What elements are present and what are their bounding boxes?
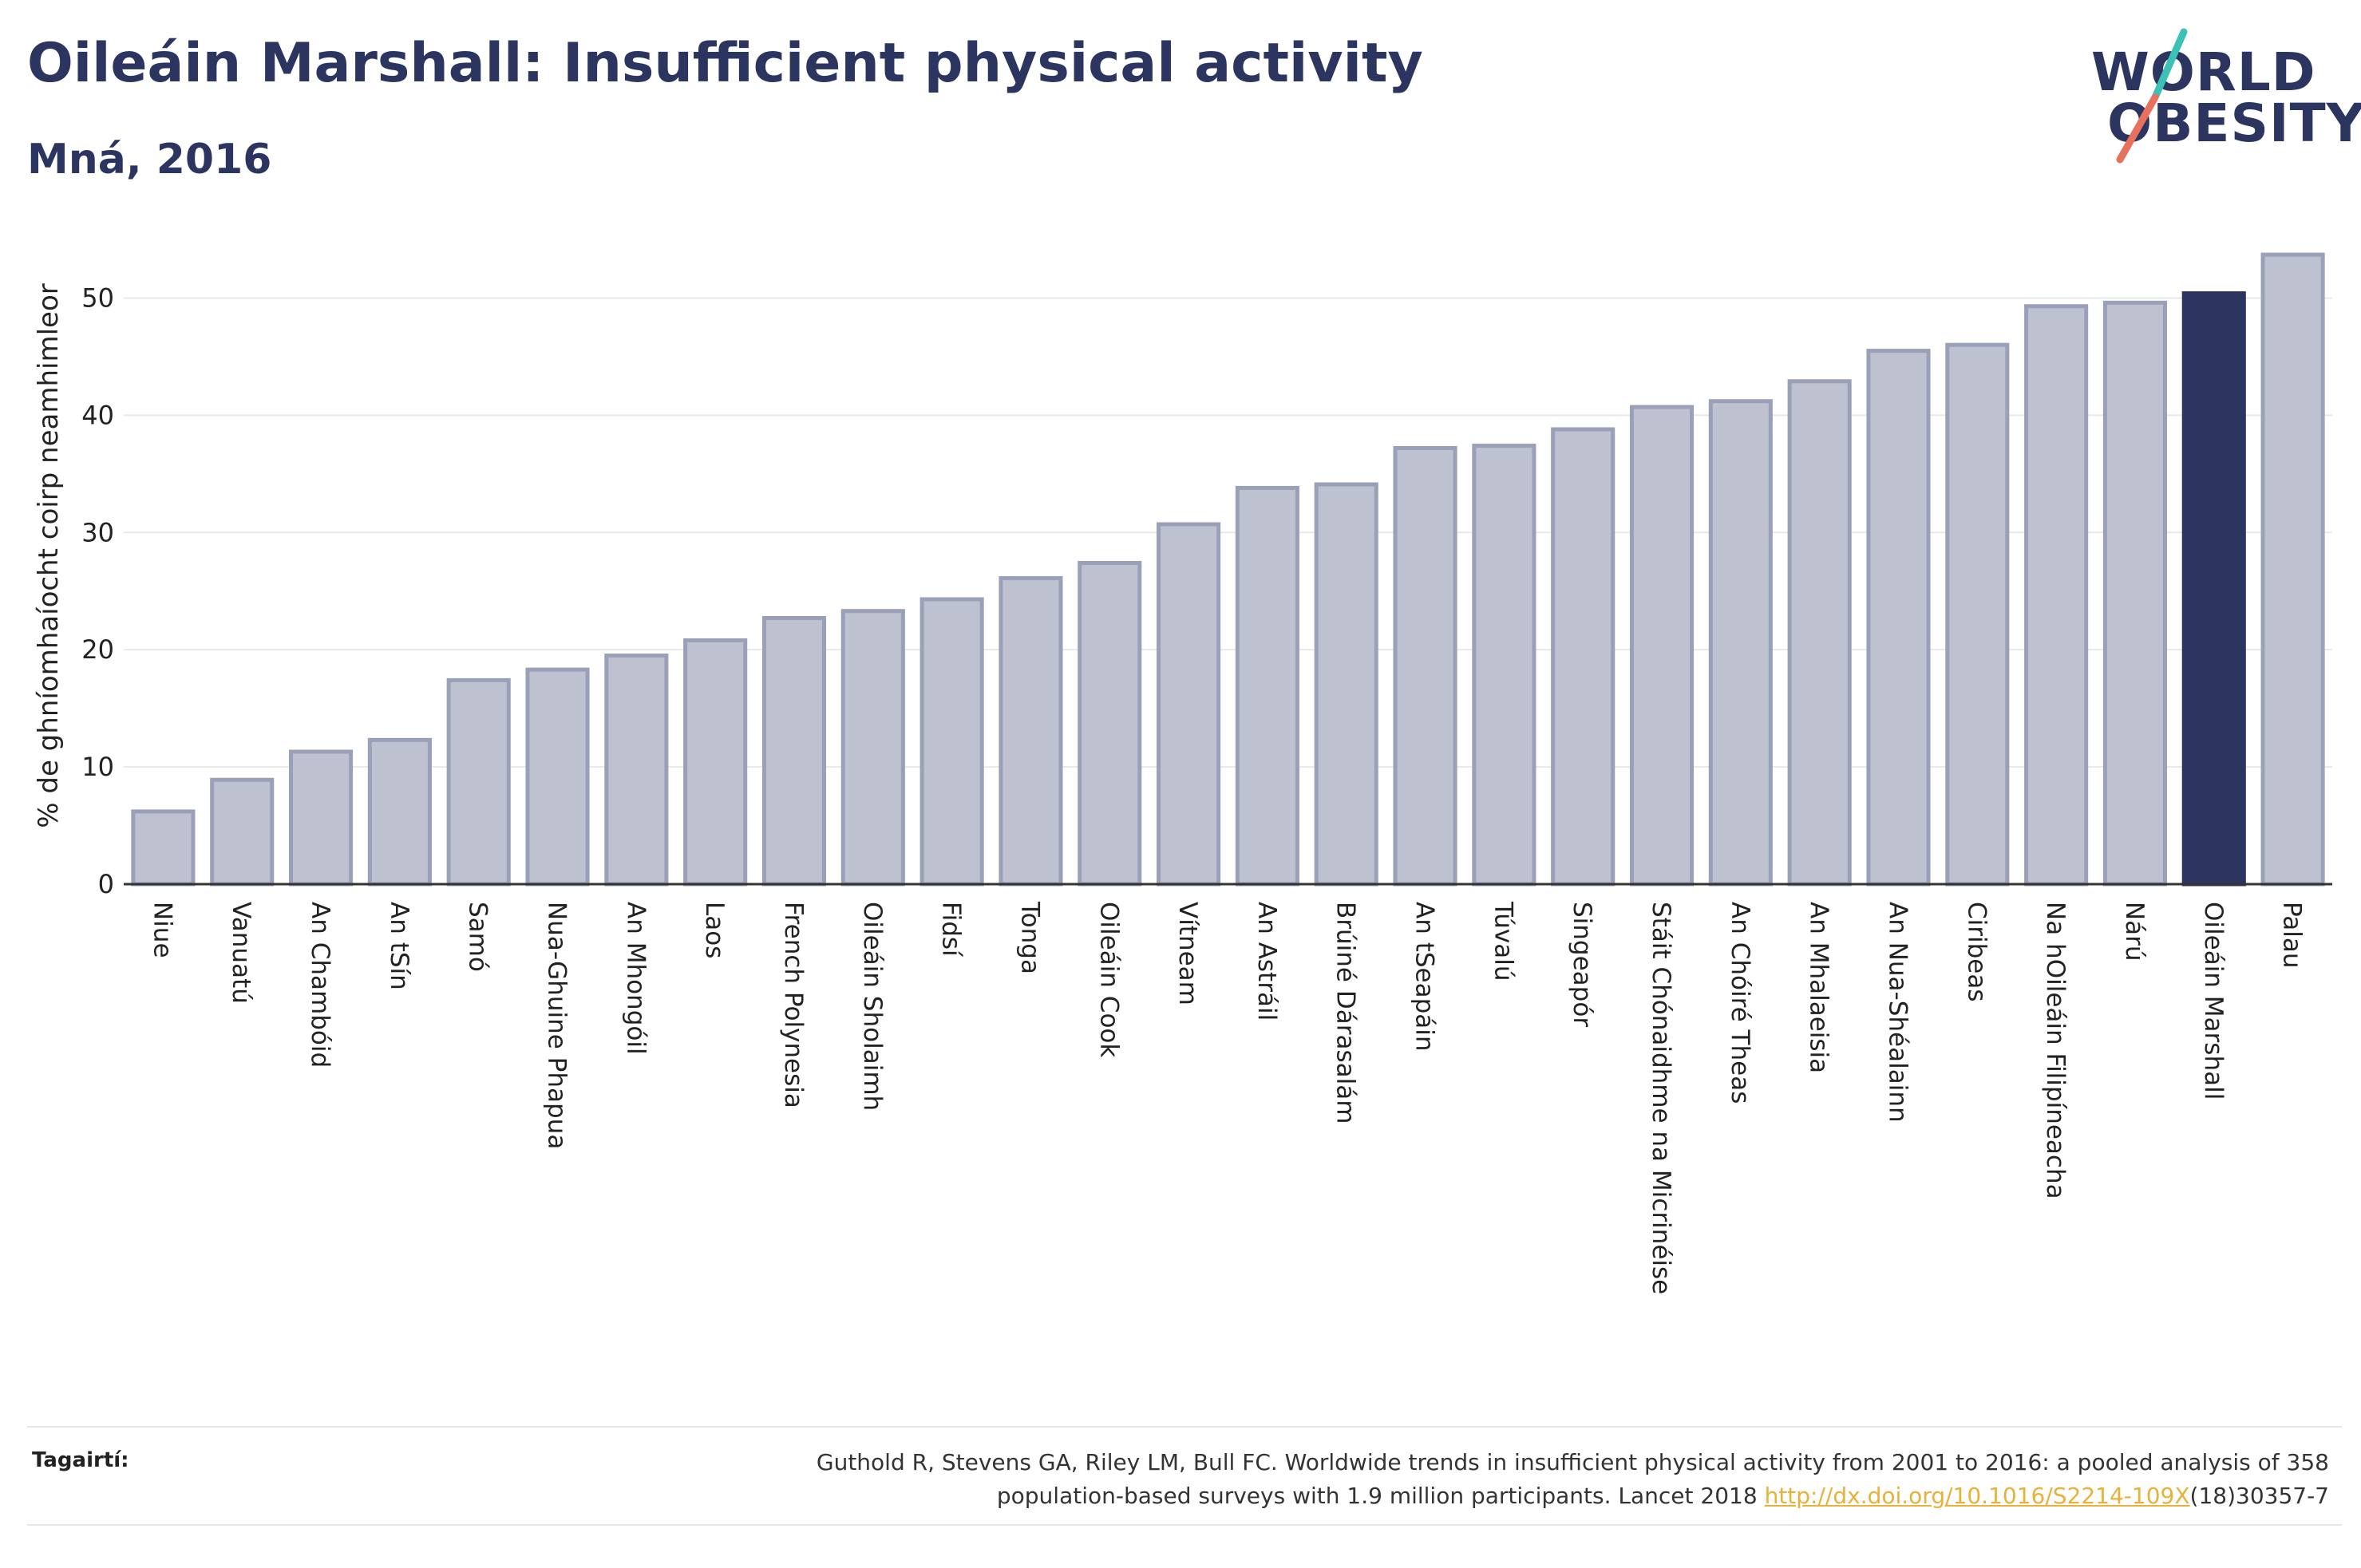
x-tick-label: Palau (2278, 902, 2307, 969)
x-tick-label: Laos (700, 902, 729, 958)
bar-an-tsín (367, 737, 432, 887)
x-tick-label: French Polynesia (779, 902, 808, 1108)
bar-túvalú (1472, 444, 1536, 887)
x-tick-label: Ciribeas (1962, 902, 1991, 1002)
x-tick-label: Vítneam (1173, 902, 1202, 1005)
reference-doi-link[interactable]: http://dx.doi.org/10.1016/S2214-109X (1764, 1483, 2190, 1509)
x-tick-label: Singeapór (1568, 902, 1596, 1027)
logo-slash-icon (2116, 28, 2188, 164)
x-tick-label: Oileáin Cook (1094, 902, 1123, 1057)
bar-ciribeas (1945, 342, 2010, 887)
bar-french-polynesia (761, 616, 827, 887)
world-obesity-logo: WORLD OBESITY (2075, 24, 2361, 168)
bar-na-hoileáin-filipíneacha (2024, 304, 2089, 887)
reference-line-2-suffix: (18)30357-7 (2189, 1483, 2329, 1509)
bar-an-mhalaeisia (1787, 379, 1852, 887)
bar-nárú (2102, 300, 2167, 887)
bar-an-chóiré-theas (1708, 399, 1773, 887)
x-tick-label: Brúiné Dárasalám (1331, 902, 1360, 1124)
y-tick-label: 20 (81, 634, 114, 665)
y-tick-label: 40 (81, 400, 114, 430)
x-tick-label: Samó (464, 902, 492, 972)
chart-title: Oileáin Marshall: Insufficient physical … (27, 32, 1423, 95)
bar-niue (131, 809, 196, 887)
bar-vanuatú (210, 777, 275, 887)
x-tick-label: An Mhalaeisia (1805, 902, 1833, 1073)
x-tick-label: Túvalú (1489, 901, 1517, 981)
y-axis-label: % de ghníomhaíocht coirp neamhimleor (33, 283, 65, 827)
x-tick-label: An tSeapáin (1410, 902, 1439, 1052)
footer-divider-top (27, 1426, 2342, 1428)
bars (131, 252, 2325, 887)
bar-an-nua-shéalainn (1866, 349, 1931, 887)
x-tick-label: Oileáin Sholaimh (858, 902, 887, 1111)
bar-an-chambóid (289, 749, 354, 887)
x-tick-label: An Mhongóil (621, 902, 650, 1055)
x-tick-label: Nua-Ghuine Phapua (543, 902, 571, 1149)
chart-subtitle: Mná, 2016 (27, 136, 272, 184)
references-label: Tagairtí: (32, 1448, 129, 1472)
footer-divider-bottom (27, 1524, 2342, 1526)
axes: 0 10 20 30 40 50 Niue Vanuatú An Chambóid An tSín… (81, 282, 2332, 1294)
reference-line-2: population-based surveys with 1.9 millio… (996, 1483, 1765, 1509)
bar-laos (683, 638, 748, 887)
bar-tonga (999, 576, 1063, 887)
bar-an-astráil (1235, 485, 1299, 887)
bar-oileáin-marshall (2181, 291, 2246, 887)
y-tick-label: 10 (81, 752, 114, 782)
reference-line-1: Guthold R, Stevens GA, Riley LM, Bull FC… (816, 1449, 2329, 1475)
bar-vítneam (1157, 522, 1221, 887)
bar-nua-ghuine-phapua (525, 667, 590, 887)
bar-brúiné-dárasalám (1314, 482, 1378, 887)
x-tick-label: An Nua-Shéalainn (1883, 902, 1912, 1123)
reference-text: Guthold R, Stevens GA, Riley LM, Bull FC… (413, 1446, 2329, 1513)
x-tick-label: Niue (148, 902, 176, 958)
bar-an-tseapáin (1393, 445, 1457, 887)
y-tick-label: 30 (81, 517, 114, 547)
bar-chart: 0 10 20 30 40 50 Niue Vanuatú An Chambóid An tSín… (33, 252, 2332, 1294)
x-tick-label: An Astráil (1252, 902, 1281, 1021)
bar-samó (446, 677, 511, 887)
bar-stáit-chónaidhme-na-micrinéise (1629, 405, 1695, 887)
x-tick-label: Vanuatú (227, 902, 255, 1004)
bar-oileáin-cook (1078, 560, 1142, 887)
x-tick-label: Oileáin Marshall (2199, 902, 2228, 1100)
logo-word-world: WORLD (2091, 41, 2316, 103)
bar-oileáin-sholaimh (840, 609, 905, 887)
y-tick-label: 0 (98, 869, 114, 899)
x-tick-label: Nárú (2120, 902, 2149, 962)
x-tick-label: Na hOileáin Filipíneacha (2041, 902, 2070, 1199)
y-tick-label: 50 (81, 282, 114, 313)
bar-an-mhongóil (604, 654, 669, 887)
bar-singeapór (1551, 427, 1616, 887)
x-tick-label: Tonga (1015, 901, 1044, 974)
x-tick-label: Fidsí (937, 902, 966, 958)
x-tick-label: An tSín (385, 902, 413, 990)
x-tick-label: An Chambóid (306, 902, 334, 1068)
x-tick-label: Stáit Chónaidhme na Micrinéise (1647, 902, 1675, 1294)
bar-fidsí (919, 597, 984, 887)
x-tick-label: An Chóiré Theas (1726, 902, 1754, 1104)
bar-palau (2260, 252, 2325, 887)
